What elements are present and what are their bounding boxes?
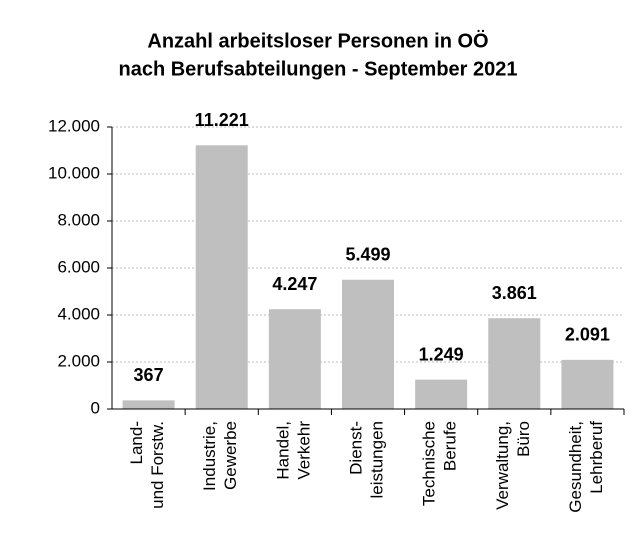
- bar: [268, 309, 321, 409]
- y-tick-label: 6.000: [57, 257, 100, 276]
- value-label: 367: [134, 365, 164, 385]
- value-label: 11.221: [195, 110, 249, 130]
- chart-title: nach Berufsabteilungen - September 2021: [118, 58, 517, 80]
- x-tick-label: Industrie, Gewerbe: [201, 421, 241, 491]
- y-tick-label: 12.000: [48, 116, 100, 135]
- x-tick-label: Gesundheit, Lehrberuf: [566, 421, 606, 513]
- y-tick-label: 8.000: [57, 210, 100, 229]
- bar: [561, 359, 614, 409]
- x-tick-label: Dienst-leistungen: [347, 421, 387, 499]
- bar: [488, 318, 541, 409]
- value-label: 3.861: [492, 283, 537, 303]
- y-tick-label: 4.000: [57, 304, 100, 323]
- bar: [195, 145, 248, 409]
- x-tick-label: Technische Berufe: [420, 421, 460, 506]
- value-label: 1.249: [419, 344, 464, 364]
- y-tick-label: 10.000: [48, 163, 100, 182]
- y-tick-label: 2.000: [57, 351, 100, 370]
- x-tick-label: Land-und Forstw.: [128, 421, 168, 509]
- bar: [342, 279, 394, 409]
- x-tick-label: Verwaltung, Büro: [493, 421, 533, 510]
- value-label: 4.247: [272, 274, 317, 294]
- bar: [122, 400, 175, 409]
- value-label: 5.499: [345, 245, 390, 265]
- y-tick-label: 0: [91, 398, 100, 417]
- chart-title: Anzahl arbeitsloser Personen in OÖ: [147, 29, 488, 52]
- x-tick-label: Handel, Verkehr: [274, 421, 314, 480]
- bar: [415, 379, 468, 409]
- value-label: 2.091: [565, 325, 610, 345]
